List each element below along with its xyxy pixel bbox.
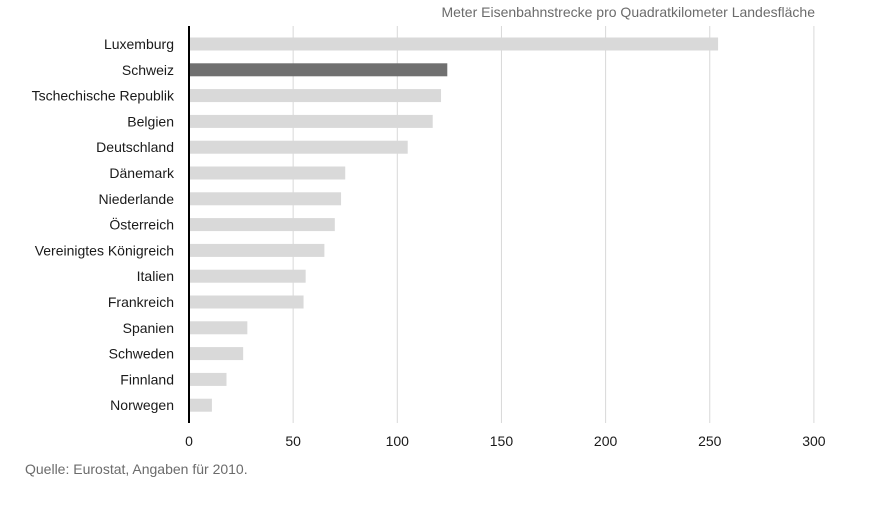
category-label-vereinigtes-königreich: Vereinigtes Königreich: [35, 242, 174, 258]
x-tick-label-300: 300: [802, 433, 826, 449]
category-label-belgien: Belgien: [127, 113, 174, 129]
category-label-schweden: Schweden: [109, 346, 174, 362]
bar-tschechische-republik: [189, 89, 442, 103]
bar-vereinigtes-königreich: [189, 243, 325, 257]
x-tick-label-200: 200: [594, 433, 618, 449]
category-label-spanien: Spanien: [123, 320, 174, 336]
category-label-norwegen: Norwegen: [110, 397, 174, 413]
x-tick-label-0: 0: [185, 433, 193, 449]
bar-finnland: [189, 372, 227, 386]
bar-spanien: [189, 321, 248, 335]
chart-subtitle: Meter Eisenbahnstrecke pro Quadratkilome…: [441, 4, 815, 20]
category-label-luxemburg: Luxemburg: [104, 36, 174, 52]
bar-niederlande: [189, 192, 342, 206]
category-label-deutschland: Deutschland: [96, 139, 174, 155]
category-label-frankreich: Frankreich: [108, 294, 174, 310]
category-label-dänemark: Dänemark: [109, 165, 175, 181]
x-tick-label-150: 150: [490, 433, 514, 449]
x-tick-label-50: 50: [285, 433, 301, 449]
bar-norwegen: [189, 398, 212, 412]
bar-belgien: [189, 114, 433, 128]
category-label-finnland: Finnland: [120, 371, 174, 387]
category-label-schweiz: Schweiz: [122, 62, 174, 78]
source-note: Quelle: Eurostat, Angaben für 2010.: [25, 461, 248, 477]
category-label-österreich: Österreich: [109, 216, 174, 233]
x-tick-label-250: 250: [698, 433, 722, 449]
category-label-niederlande: Niederlande: [99, 191, 175, 207]
bar-dänemark: [189, 166, 346, 180]
bar-deutschland: [189, 140, 408, 154]
bar-frankreich: [189, 295, 304, 309]
category-label-italien: Italien: [137, 268, 174, 284]
bar-schweden: [189, 347, 244, 361]
bar-luxemburg: [189, 37, 719, 51]
bar-österreich: [189, 218, 335, 232]
bar-schweiz: [189, 63, 448, 77]
bar-italien: [189, 269, 306, 283]
x-tick-label-100: 100: [386, 433, 410, 449]
category-label-tschechische-republik: Tschechische Republik: [32, 88, 175, 104]
